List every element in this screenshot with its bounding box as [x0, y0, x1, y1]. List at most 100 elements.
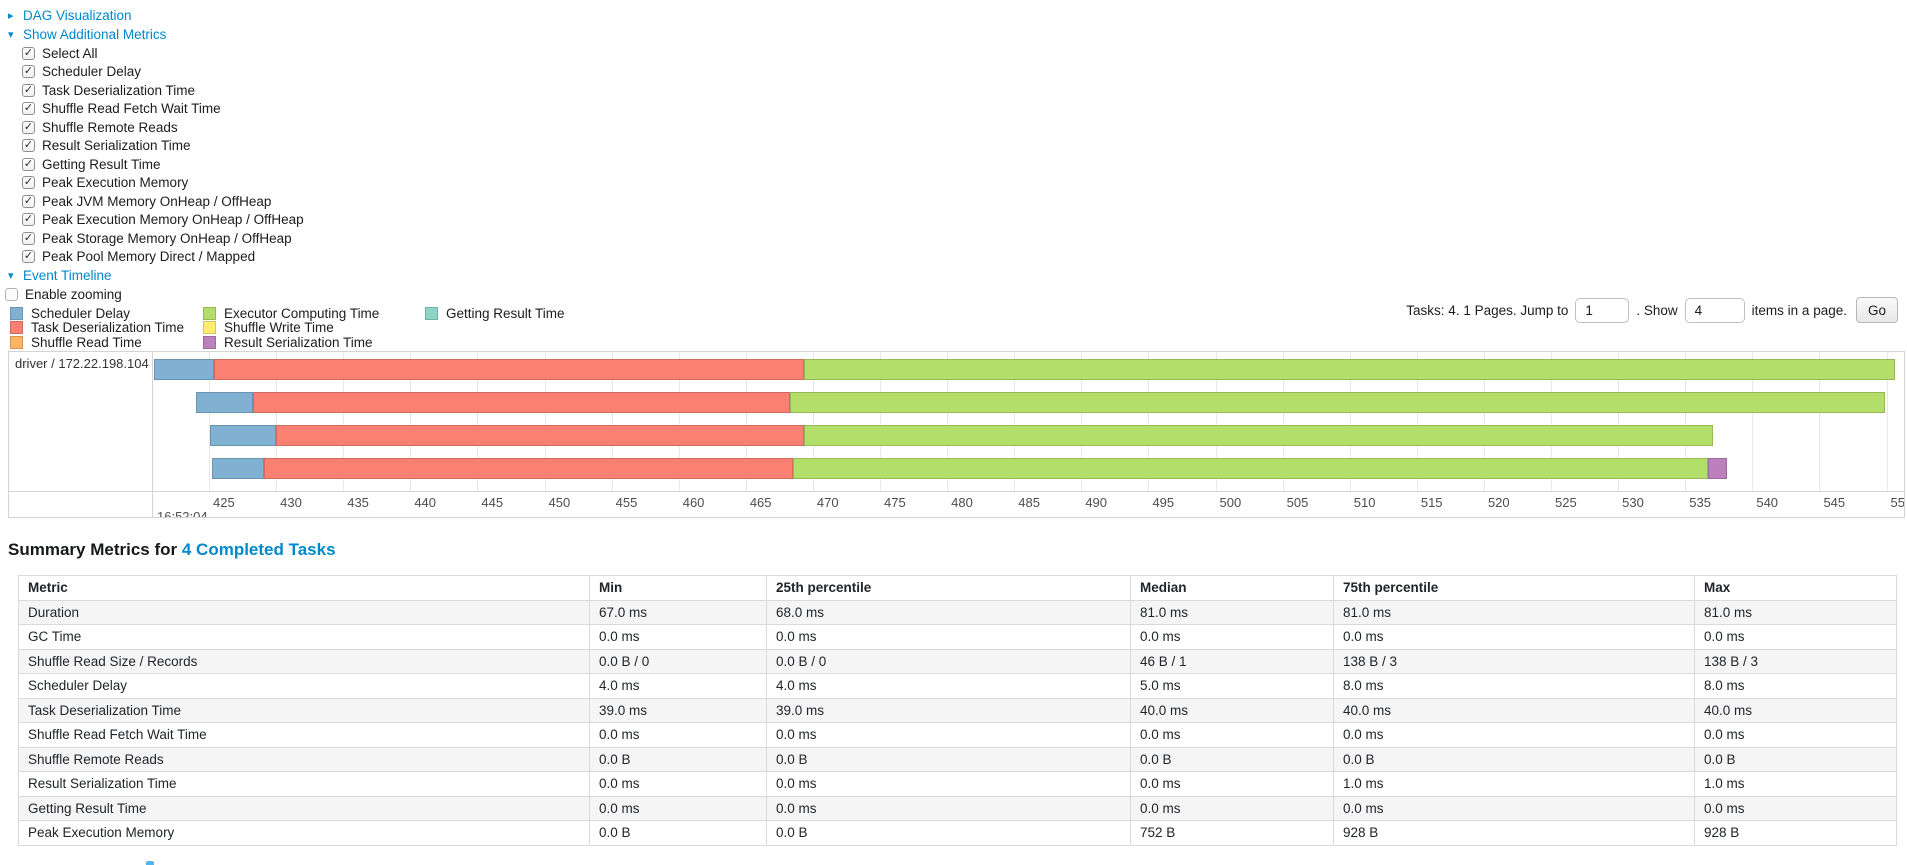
- checkbox-icon[interactable]: ✓: [22, 194, 35, 208]
- axis-gridline: [1483, 352, 1485, 491]
- items-per-page-input[interactable]: [1684, 297, 1745, 323]
- checkbox-icon[interactable]: ✓: [22, 176, 35, 190]
- metric-checkbox-row[interactable]: ✓ Peak Execution Memory OnHeap / OffHeap: [22, 211, 304, 230]
- axis-gridline: [1886, 352, 1888, 491]
- metric-checkbox-row[interactable]: ✓ Peak Storage Memory OnHeap / OffHeap: [22, 229, 304, 248]
- checkbox-icon[interactable]: ✓: [22, 250, 35, 264]
- metric-checkbox-row[interactable]: ✓ Peak JVM Memory OnHeap / OffHeap: [22, 192, 304, 211]
- legend-label: Scheduler Delay: [31, 305, 131, 321]
- legend-column: Scheduler Delay Task Deserialization Time…: [10, 306, 203, 350]
- checkbox-icon[interactable]: ✓: [22, 231, 35, 245]
- metric-value-cell: 40.0 ms: [1333, 697, 1695, 723]
- event-timeline-label: Event Timeline: [23, 268, 112, 283]
- axis-tick-label: 430: [280, 495, 302, 510]
- axis-gridline: [343, 352, 345, 491]
- metric-value-cell: 752 B: [1130, 820, 1334, 846]
- metric-checkbox-row[interactable]: ✓ Shuffle Remote Reads: [22, 118, 304, 137]
- metric-value-cell: 0.0 B: [766, 820, 1131, 846]
- enable-zooming-row[interactable]: Enable zooming: [5, 285, 304, 304]
- task_deserialization-swatch-icon: [10, 321, 23, 335]
- metric-value-cell: 0.0 ms: [589, 624, 767, 650]
- metric-checkbox-label: Peak Storage Memory OnHeap / OffHeap: [42, 230, 292, 246]
- metric-checkbox-row[interactable]: ✓ Shuffle Read Fetch Wait Time: [22, 100, 304, 119]
- task-bar-segment-executor_computing: [792, 458, 1709, 479]
- chevron-right-icon: ▸: [8, 10, 14, 22]
- metric-value-cell: 67.0 ms: [589, 599, 767, 625]
- legend-label: Getting Result Time: [446, 305, 565, 321]
- metric-value-cell: 0.0 B: [766, 746, 1131, 772]
- metric-value-cell: 0.0 ms: [766, 771, 1131, 797]
- legend-label: Shuffle Read Time: [31, 334, 142, 350]
- metric-checkbox-row[interactable]: ✓ Peak Pool Memory Direct / Mapped: [22, 248, 304, 267]
- legend-item: Task Deserialization Time: [10, 320, 203, 335]
- axis-gridline: [544, 352, 546, 491]
- metric-value-cell: 46 B / 1: [1130, 648, 1334, 674]
- metric-name-cell: GC Time: [18, 624, 590, 650]
- axis-tick-label: 440: [414, 495, 437, 510]
- jump-to-page-input[interactable]: [1575, 297, 1630, 323]
- axis-gridline: [1752, 352, 1754, 491]
- dag-visualization-toggle[interactable]: ▸ DAG Visualization: [8, 6, 304, 25]
- checkbox-icon[interactable]: ✓: [22, 46, 35, 60]
- legend-label: Executor Computing Time: [224, 305, 380, 321]
- metric-name-cell: Duration: [18, 599, 590, 625]
- metric-checkbox-row[interactable]: ✓ Task Deserialization Time: [22, 81, 304, 100]
- axis-tick-label: 455: [615, 495, 638, 510]
- show-additional-metrics-toggle[interactable]: ▾ Show Additional Metrics: [8, 25, 304, 44]
- axis-tick-label: 545: [1823, 495, 1846, 510]
- checkbox-icon[interactable]: ✓: [22, 65, 35, 79]
- table-header-row: Metric Min 25th percentile Median 75th perce…: [18, 575, 1897, 601]
- axis-gridline: [209, 352, 211, 491]
- metric-value-cell: 0.0 B: [1333, 746, 1695, 772]
- checkbox-icon[interactable]: ✓: [22, 157, 35, 171]
- metric-checkbox-label: Task Deserialization Time: [42, 82, 196, 98]
- clipped-next-section-fragment: [146, 861, 154, 865]
- axis-gridline: [1014, 352, 1016, 491]
- task-bar-segment-task_deserialization: [276, 425, 804, 446]
- metric-name-cell: Shuffle Remote Reads: [18, 746, 590, 772]
- axis-gridline: [410, 352, 412, 491]
- checkbox-icon[interactable]: ✓: [22, 83, 35, 97]
- axis-tick-label: 435: [347, 495, 369, 510]
- legend-item: Shuffle Read Time: [10, 335, 203, 350]
- axis-gridline: [947, 352, 949, 491]
- metric-name-cell: Getting Result Time: [18, 795, 590, 821]
- checkbox-icon[interactable]: ✓: [22, 120, 35, 134]
- checkbox-icon[interactable]: ✓: [22, 102, 35, 116]
- task-bar-segment-executor_computing: [803, 359, 1895, 380]
- metric-value-cell: 928 B: [1333, 820, 1695, 846]
- task-bar-segment-scheduler_delay: [211, 458, 265, 479]
- metric-checkbox-label: Peak JVM Memory OnHeap / OffHeap: [42, 193, 272, 209]
- table-column-header: Max: [1694, 575, 1897, 601]
- metric-value-cell: 0.0 ms: [1130, 722, 1334, 748]
- table-row: Result Serialization Time 0.0 ms 0.0 ms 0.0…: [18, 771, 1897, 797]
- metric-checkbox-row[interactable]: ✓ Scheduler Delay: [22, 63, 304, 82]
- metrics-checkbox-list: ✓ Select All ✓ Scheduler Delay ✓ Task Deseria…: [8, 44, 304, 266]
- table-column-header: 25th percentile: [766, 575, 1131, 601]
- axis-gridline: [880, 352, 882, 491]
- completed-tasks-link[interactable]: 4 Completed Tasks: [181, 540, 336, 559]
- axis-tick-label: 470: [816, 495, 839, 510]
- metric-name-cell: Scheduler Delay: [18, 673, 590, 699]
- axis-tick-label: 425: [213, 495, 235, 510]
- task-pagination: Tasks: 4. 1 Pages. Jump to . Show items …: [1406, 297, 1898, 323]
- metric-checkbox-row[interactable]: ✓ Getting Result Time: [22, 155, 304, 174]
- checkbox-icon[interactable]: [5, 287, 18, 301]
- axis-gridline: [1215, 352, 1217, 491]
- metric-value-cell: 1.0 ms: [1694, 771, 1897, 797]
- metric-checkbox-row[interactable]: ✓ Result Serialization Time: [22, 137, 304, 156]
- checkbox-icon[interactable]: ✓: [22, 139, 35, 153]
- go-button[interactable]: Go: [1855, 297, 1898, 323]
- axis-gridline: [678, 352, 680, 491]
- table-column-header: Metric: [18, 575, 590, 601]
- metric-value-cell: 0.0 ms: [1694, 795, 1897, 821]
- event-timeline-toggle[interactable]: ▾ Event Timeline: [8, 266, 304, 285]
- metric-value-cell: 138 B / 3: [1333, 648, 1695, 674]
- metric-value-cell: 138 B / 3: [1694, 648, 1897, 674]
- checkbox-icon[interactable]: ✓: [22, 213, 35, 227]
- metric-checkbox-row[interactable]: ✓ Peak Execution Memory: [22, 174, 304, 193]
- metric-checkbox-row[interactable]: ✓ Select All: [22, 44, 304, 63]
- metric-value-cell: 39.0 ms: [766, 697, 1131, 723]
- axis-tick-label: 515: [1420, 495, 1443, 510]
- metric-value-cell: 0.0 ms: [766, 795, 1131, 821]
